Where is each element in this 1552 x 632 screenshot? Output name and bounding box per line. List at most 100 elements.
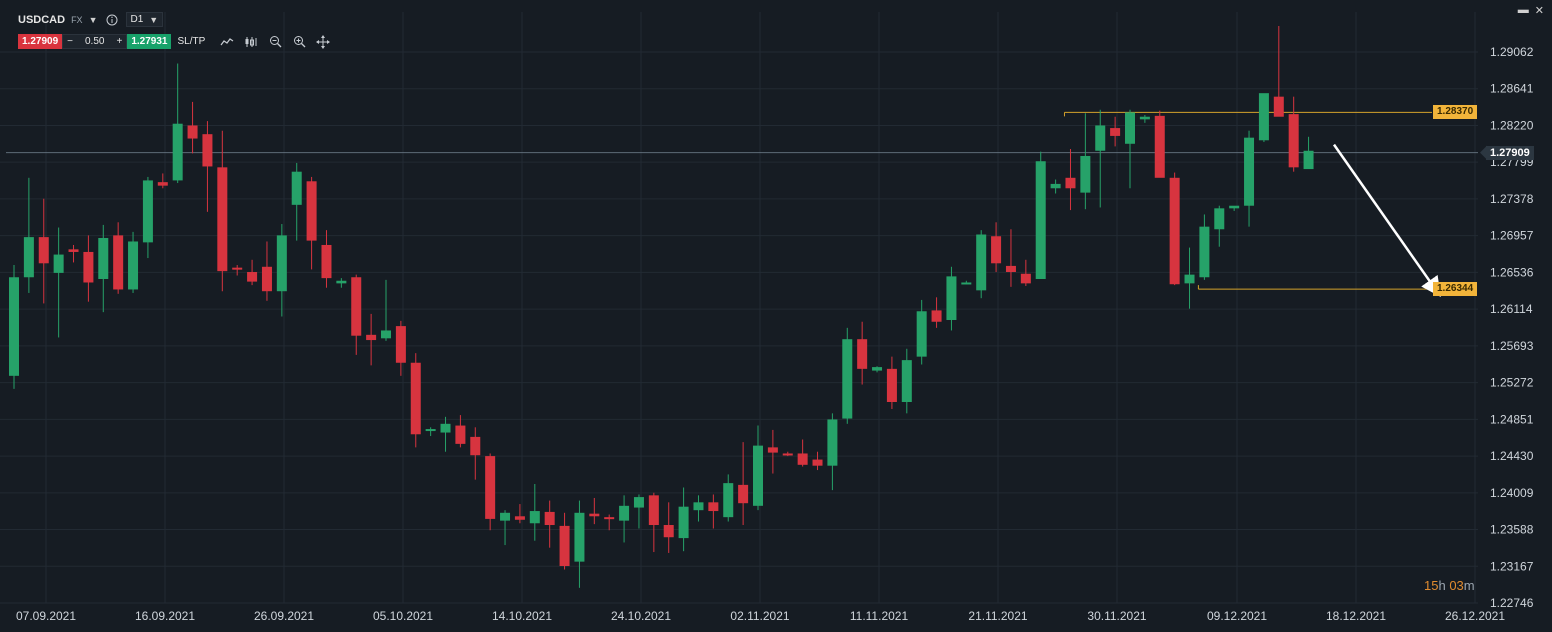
candle[interactable] <box>916 299 927 365</box>
candle[interactable] <box>812 451 823 471</box>
candle[interactable] <box>336 278 347 288</box>
increase-button[interactable]: + <box>116 36 123 47</box>
candle[interactable] <box>68 244 79 263</box>
candle[interactable] <box>514 504 525 524</box>
candle[interactable] <box>604 514 615 531</box>
candle[interactable] <box>767 429 778 474</box>
candle[interactable] <box>529 484 540 541</box>
candle[interactable] <box>395 320 406 376</box>
candle[interactable] <box>157 173 168 189</box>
candle[interactable] <box>232 265 243 276</box>
candle[interactable] <box>1273 26 1284 117</box>
candle[interactable] <box>425 427 436 437</box>
candle[interactable] <box>351 274 362 355</box>
candle[interactable] <box>1214 205 1225 247</box>
candle[interactable] <box>1080 113 1091 210</box>
candle[interactable] <box>440 416 451 452</box>
quantity-value[interactable]: 0.50 <box>85 36 105 47</box>
candle[interactable] <box>202 121 213 212</box>
candle[interactable] <box>142 176 153 259</box>
candle[interactable] <box>574 500 585 588</box>
candle[interactable] <box>1095 109 1106 208</box>
candle[interactable] <box>291 162 302 241</box>
candle[interactable] <box>1005 229 1016 287</box>
candle[interactable] <box>217 130 228 292</box>
timeframe-select[interactable]: D1 ▼ <box>125 12 164 27</box>
candle[interactable] <box>663 502 674 553</box>
candle[interactable] <box>678 487 689 552</box>
candle[interactable] <box>946 266 957 331</box>
candle[interactable] <box>261 241 272 301</box>
candle[interactable] <box>1065 149 1076 211</box>
candlestick-icon[interactable] <box>243 35 259 49</box>
candle[interactable] <box>470 427 481 480</box>
candle[interactable] <box>113 222 124 294</box>
candle[interactable] <box>247 259 258 286</box>
candle[interactable] <box>544 500 555 548</box>
candle[interactable] <box>128 231 139 293</box>
candle[interactable] <box>693 495 704 522</box>
candle[interactable] <box>723 474 734 522</box>
candle[interactable] <box>53 227 64 338</box>
candle[interactable] <box>976 230 987 299</box>
candle[interactable] <box>886 356 897 409</box>
minimize-icon[interactable]: ▬ <box>1517 4 1529 16</box>
candle[interactable] <box>1154 110 1165 178</box>
line-chart-icon[interactable] <box>219 35 235 49</box>
candle[interactable] <box>842 327 853 424</box>
candle[interactable] <box>1229 205 1240 211</box>
candle[interactable] <box>381 279 391 341</box>
close-icon[interactable]: ✕ <box>1534 5 1544 17</box>
level-tag-upper[interactable]: 1.28370 <box>1433 105 1478 120</box>
symbol-dropdown-icon[interactable]: ▼ <box>88 14 98 25</box>
candle[interactable] <box>1288 96 1299 172</box>
info-icon[interactable] <box>104 13 120 27</box>
symbol-label[interactable]: USDCAD <box>18 13 66 26</box>
candle[interactable] <box>961 280 972 285</box>
candle[interactable] <box>23 177 34 293</box>
quantity-stepper[interactable]: − 0.50 + <box>62 34 128 49</box>
candle[interactable] <box>485 453 496 531</box>
candle[interactable] <box>1244 130 1255 227</box>
candle[interactable] <box>1258 93 1269 143</box>
candle[interactable] <box>901 348 912 414</box>
candle[interactable] <box>98 224 109 313</box>
candle[interactable] <box>83 235 94 302</box>
candle[interactable] <box>991 222 1002 273</box>
candle[interactable] <box>559 512 570 570</box>
candle[interactable] <box>872 366 883 373</box>
candle[interactable] <box>187 101 198 154</box>
candle[interactable] <box>1199 214 1210 280</box>
candle[interactable] <box>410 353 421 448</box>
candle[interactable] <box>827 413 838 491</box>
candle[interactable] <box>455 415 466 448</box>
candle[interactable] <box>633 494 644 529</box>
candle[interactable] <box>738 442 749 526</box>
candle[interactable] <box>500 510 511 546</box>
candle[interactable] <box>1184 247 1195 309</box>
candle[interactable] <box>797 439 808 467</box>
candle[interactable] <box>782 451 793 457</box>
candle[interactable] <box>366 313 377 366</box>
candle[interactable] <box>306 176 317 270</box>
candle[interactable] <box>1020 259 1031 286</box>
candle[interactable] <box>857 321 868 385</box>
candle[interactable] <box>172 63 183 184</box>
candle[interactable] <box>931 297 942 328</box>
candle[interactable] <box>1050 179 1061 194</box>
candle[interactable] <box>1139 114 1150 123</box>
candle[interactable] <box>1035 151 1046 279</box>
candle[interactable] <box>1110 116 1121 147</box>
candle[interactable] <box>589 497 600 525</box>
candle[interactable] <box>648 492 659 553</box>
candle[interactable] <box>619 495 630 543</box>
level-tag-lower[interactable]: 1.26344 <box>1433 282 1478 297</box>
candle[interactable] <box>1303 136 1314 170</box>
sell-price-button[interactable]: 1.27909 <box>18 34 63 49</box>
move-icon[interactable] <box>315 34 331 49</box>
zoom-out-icon[interactable] <box>267 35 283 49</box>
candle[interactable] <box>708 494 719 529</box>
candle[interactable] <box>1169 172 1180 286</box>
candle[interactable] <box>321 230 332 288</box>
sl-tp-button[interactable]: SL/TP <box>177 36 206 47</box>
